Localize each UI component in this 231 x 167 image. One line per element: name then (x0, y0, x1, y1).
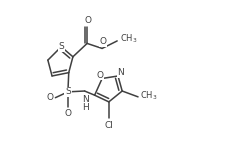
Text: O: O (85, 16, 91, 25)
Text: Cl: Cl (104, 121, 113, 130)
Text: O: O (64, 109, 71, 118)
Text: N: N (117, 68, 124, 77)
Text: N
H: N H (82, 95, 89, 113)
Text: O: O (97, 71, 104, 80)
Text: O: O (100, 37, 106, 46)
Text: CH$_3$: CH$_3$ (140, 90, 158, 102)
Text: S: S (65, 87, 71, 96)
Text: O: O (47, 93, 54, 102)
Text: CH$_3$: CH$_3$ (120, 33, 137, 45)
Text: S: S (58, 42, 64, 51)
